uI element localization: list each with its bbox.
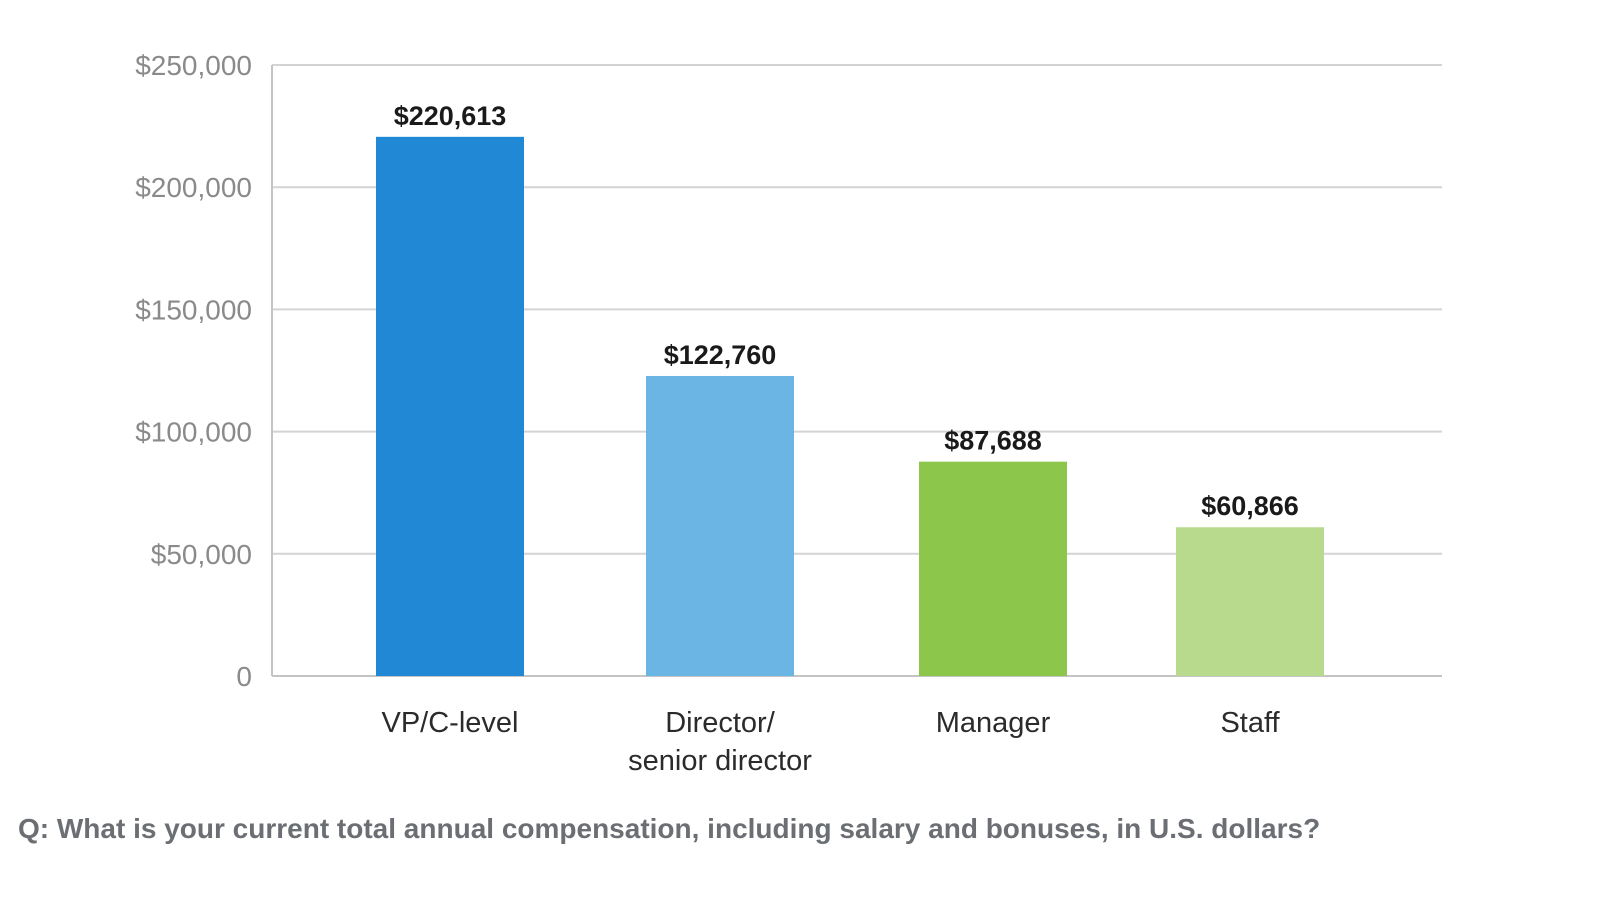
x-tick-label-line: Manager	[936, 707, 1051, 739]
x-tick-label: Staff	[1220, 707, 1280, 739]
y-tick-label: $100,000	[135, 417, 252, 448]
bars	[376, 136, 1324, 676]
bar	[646, 375, 794, 676]
x-tick-label: VP/C-level	[382, 707, 519, 739]
bar	[1176, 527, 1324, 676]
y-tick-label: $50,000	[151, 539, 252, 570]
x-tick-label: Director/senior director	[628, 707, 812, 777]
x-tick-label: Manager	[936, 707, 1051, 739]
y-tick-label: 0	[236, 661, 252, 692]
x-tick-label-line: Director/	[665, 707, 776, 739]
y-tick-label: $150,000	[135, 294, 252, 325]
data-label: $122,760	[664, 340, 777, 370]
bar	[919, 461, 1067, 676]
data-label: $87,688	[944, 426, 1042, 456]
y-tick-label: $200,000	[135, 172, 252, 203]
x-tick-label-line: VP/C-level	[382, 707, 519, 739]
data-label: $220,613	[394, 101, 507, 131]
y-axis-ticks: 0 $50,000 $100,000 $150,000 $200,000 $250,000	[135, 50, 252, 692]
data-label: $60,866	[1201, 491, 1299, 521]
x-tick-label-line: Staff	[1220, 707, 1280, 739]
x-tick-label-line: senior director	[628, 745, 812, 777]
x-axis-ticks: VP/C-level Director/senior director Manage…	[382, 707, 1281, 777]
bar	[376, 136, 524, 676]
y-tick-label: $250,000	[135, 50, 252, 81]
survey-question: Q: What is your current total annual com…	[18, 813, 1320, 844]
data-labels: $220,613 $122,760 $87,688 $60,866	[394, 101, 1299, 521]
